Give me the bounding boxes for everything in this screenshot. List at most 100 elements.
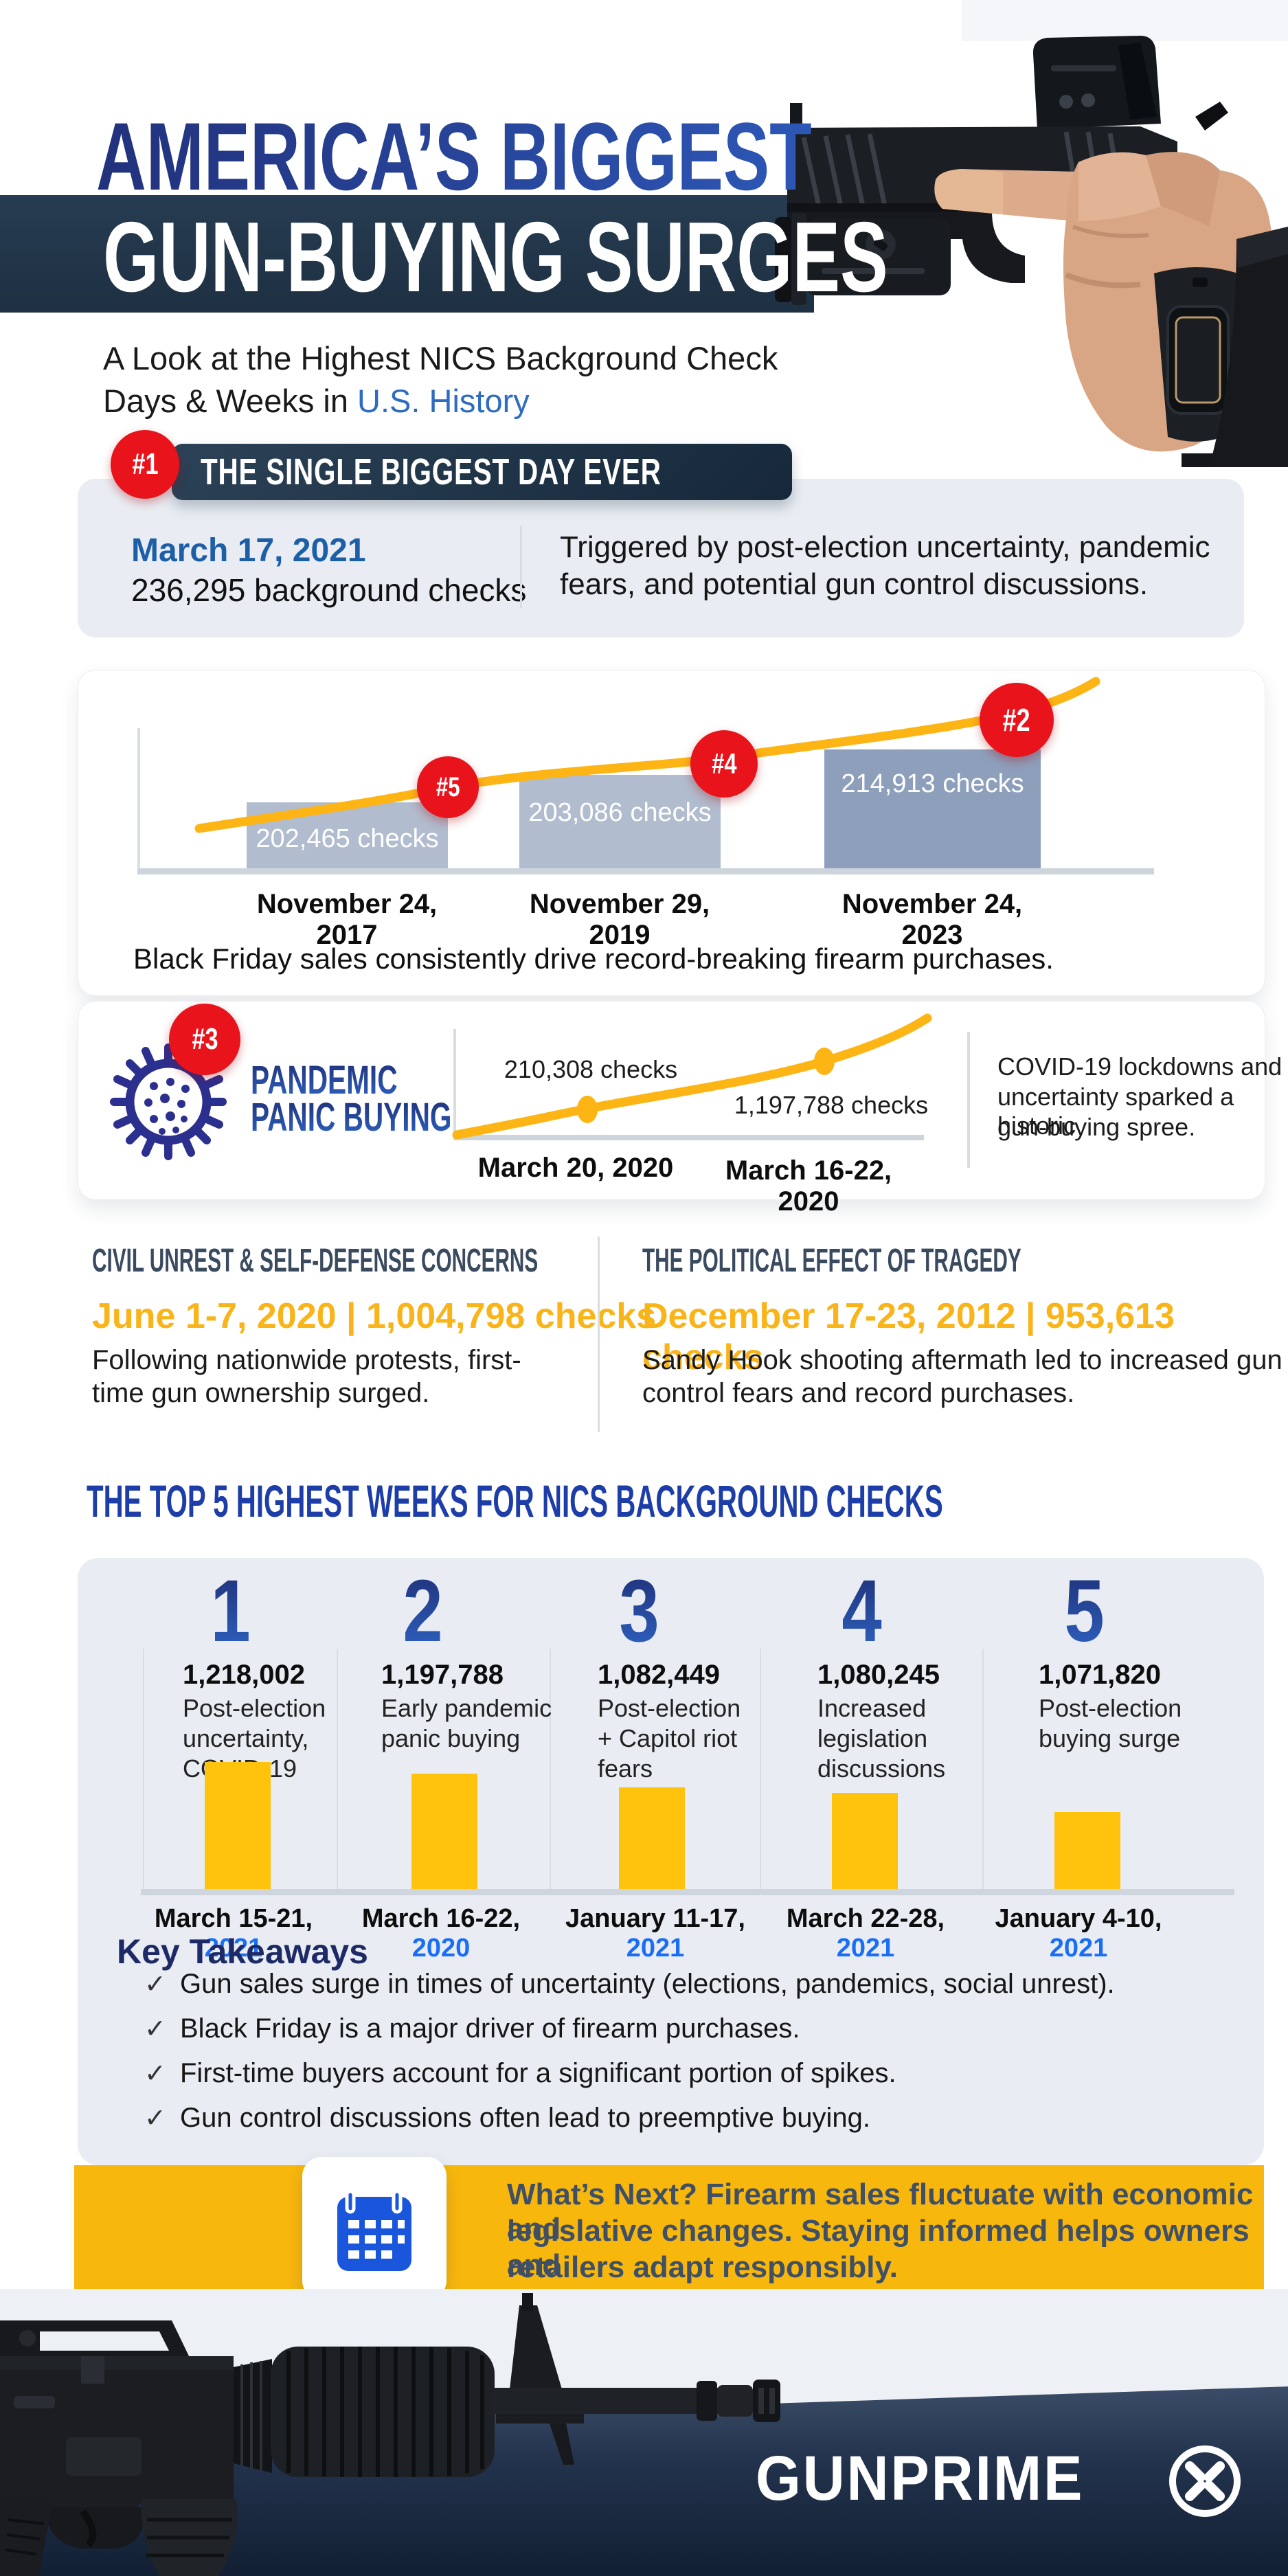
- bf-bar-2019-label: 203,086 checks: [528, 798, 712, 827]
- pandemic-curve: [452, 1013, 932, 1140]
- pandemic-point1-label: 210,308 checks: [504, 1055, 678, 1083]
- top5-bar-3: [619, 1787, 685, 1889]
- calendar-card: [302, 2157, 447, 2300]
- top5-date-2: March 16-22, 2020: [361, 1904, 521, 1963]
- top5-desc-5a: Post-election: [1039, 1694, 1182, 1722]
- top5-desc-3a: Post-election: [598, 1694, 741, 1722]
- top5-value-4: 1,080,245: [817, 1660, 940, 1690]
- tragedy-stat: December 17-23, 2012 | 953,613 checks: [642, 1296, 1175, 1377]
- pandemic-y-axis: [453, 1029, 456, 1138]
- top5-baseline: [141, 1889, 1234, 1895]
- pandemic-title-line1: PANDEMIC: [251, 1058, 398, 1103]
- bf-bar-2017-label: 202,465 checks: [256, 824, 439, 853]
- top5-bar-1: [205, 1762, 271, 1889]
- record-desc-line2: fears, and potential gun control discuss…: [560, 567, 1149, 601]
- footer-logo: GUNPRIME: [756, 2443, 1085, 2513]
- pandemic-point1-date: March 20, 2020: [477, 1153, 674, 1183]
- bf-date-2017: November 24, 2017: [256, 889, 438, 950]
- top5-desc-5b: buying surge: [1039, 1724, 1181, 1752]
- top5-divider-1: [337, 1649, 338, 1889]
- key-takeaways-heading: Key Takeaways: [117, 1932, 368, 1971]
- top5-divider-2: [550, 1649, 551, 1889]
- top5-bar-5: [1054, 1812, 1120, 1889]
- top5-desc-3c: fears: [598, 1754, 653, 1783]
- top5-divider-3: [760, 1649, 761, 1889]
- record-desc-line1: Triggered by post-election uncertainty, …: [560, 530, 1210, 564]
- takeaway-item-1: Gun sales surge in times of uncertainty …: [180, 1969, 1115, 1999]
- top5-value-3: 1,082,449: [598, 1660, 720, 1690]
- top5-rank-2: 2: [403, 1562, 444, 1660]
- bf-caption: Black Friday sales consistently drive re…: [133, 942, 1054, 975]
- top5-date-5: January 4-10, 2021: [995, 1904, 1162, 1963]
- rank-1-badge: #1: [111, 430, 179, 499]
- single-biggest-day-title: THE SINGLE BIGGEST DAY EVER: [201, 451, 662, 493]
- top5-value-5: 1,071,820: [1039, 1660, 1161, 1690]
- top5-value-1: 1,218,002: [183, 1660, 305, 1690]
- takeaway-item-3: First-time buyers account for a signific…: [180, 2058, 896, 2088]
- top5-divider-4: [982, 1649, 984, 1889]
- pandemic-point2-date: March 16-22, 2020: [725, 1155, 892, 1217]
- rank-2-badge: #2: [980, 683, 1054, 757]
- top5-divider-0: [143, 1649, 144, 1889]
- takeaway-item-2: Black Friday is a major driver of firear…: [180, 2013, 800, 2044]
- top5-date-3: January 11-17, 2021: [565, 1904, 745, 1963]
- pandemic-desc-line3: gun-buying spree.: [997, 1113, 1196, 1141]
- pandemic-baseline: [453, 1135, 924, 1140]
- top5-rank-4: 4: [841, 1562, 883, 1660]
- check-icon: ✓: [144, 1970, 166, 1999]
- rifle-illustration: [0, 2293, 780, 2576]
- pandemic-card: [78, 1001, 1265, 1200]
- pandemic-point2-label: 1,197,788 checks: [734, 1091, 929, 1119]
- subtitle-line2: Days & Weeks in U.S. History: [103, 383, 530, 419]
- bf-bar-2023: [824, 749, 1041, 868]
- bf-bar-2023-label: 214,913 checks: [841, 769, 1024, 798]
- single-biggest-day-banner: THE SINGLE BIGGEST DAY EVER: [172, 444, 792, 500]
- top5-value-2: 1,197,788: [381, 1660, 504, 1690]
- top5-desc-3b: + Capitol riot: [598, 1724, 738, 1752]
- whats-next-banner: [74, 2165, 1264, 2289]
- check-icon: ✓: [144, 2059, 166, 2088]
- subtitle-highlight: U.S. History: [357, 383, 530, 419]
- top5-bar-4: [832, 1793, 898, 1889]
- bf-baseline: [137, 868, 1154, 874]
- top5-desc-2a: Early pandemic: [381, 1694, 552, 1722]
- top5-rank-5: 5: [1064, 1562, 1105, 1660]
- civil-unrest-stat: June 1-7, 2020 | 1,004,798 checks: [92, 1296, 657, 1336]
- top5-desc-2b: panic buying: [381, 1724, 521, 1752]
- footer-logo-icon: [1169, 2445, 1241, 2517]
- record-stat: 236,295 background checks: [131, 572, 527, 608]
- single-biggest-day-card: [78, 479, 1244, 637]
- bf-y-axis: [137, 728, 140, 871]
- top5-rank-1: 1: [210, 1562, 251, 1660]
- rank-3-badge: #3: [169, 1004, 240, 1075]
- top5-desc-1b: uncertainty,: [183, 1724, 309, 1752]
- banner-text-line2: legislative changes. Staying informed he…: [507, 2214, 1250, 2282]
- bf-date-2019: November 29, 2019: [529, 889, 710, 950]
- banner-text-line3: retailers adapt responsibly.: [507, 2250, 898, 2284]
- tragedy-body2: control fears and record purchases.: [642, 1378, 1075, 1408]
- subtitle-line1: A Look at the Highest NICS Background Ch…: [103, 340, 778, 376]
- banner-text-line1: What’s Next? Firearm sales fluctuate wit…: [507, 2178, 1254, 2246]
- pandemic-title-line2: PANIC BUYING: [251, 1095, 452, 1140]
- top5-desc-4b: legislation: [817, 1724, 928, 1752]
- civil-unrest-body2: time gun ownership surged.: [92, 1378, 430, 1408]
- bf-bar-2019: [519, 775, 721, 868]
- pandemic-divider: [967, 1032, 970, 1168]
- events-divider: [598, 1236, 600, 1432]
- pistol-photo-illustration: [775, 0, 1288, 467]
- bf-date-2023: November 24, 2023: [841, 889, 1023, 950]
- rank-4-badge: #4: [690, 730, 758, 798]
- top5-title: THE TOP 5 HIGHEST WEEKS FOR NICS BACKGRO…: [87, 1476, 943, 1526]
- pandemic-desc-line1: COVID-19 lockdowns and: [997, 1052, 1283, 1081]
- top5-desc-1a: Post-election: [183, 1694, 326, 1722]
- top5-desc-4c: discussions: [817, 1754, 946, 1783]
- weapon-light-icon: [775, 217, 793, 302]
- check-icon: ✓: [144, 2015, 166, 2044]
- takeaway-item-4: Gun control discussions often lead to pr…: [180, 2103, 871, 2133]
- top5-date-1: March 15-21, 2021: [154, 1904, 313, 1963]
- tragedy-body1: Sandy Hook shooting aftermath led to inc…: [642, 1345, 1283, 1375]
- top5-date-4: March 22-28, 2021: [786, 1904, 945, 1963]
- civil-unrest-body1: Following nationwide protests, first-: [92, 1345, 521, 1375]
- civil-unrest-title: CIVIL UNREST & SELF-DEFENSE CONCERNS: [92, 1243, 539, 1279]
- pandemic-desc-line2: uncertainty sparked a historic: [997, 1083, 1234, 1140]
